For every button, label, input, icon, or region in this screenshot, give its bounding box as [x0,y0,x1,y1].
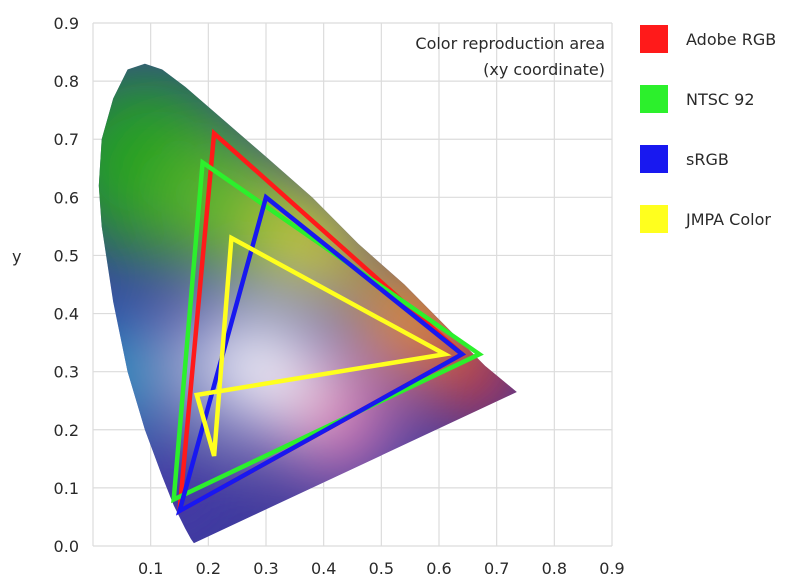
legend-swatch-adobe-rgb [640,25,668,53]
y-tick-label: 0.1 [54,479,79,498]
x-tick-label: 0.3 [253,559,278,578]
gamut-jmpa-color [193,234,452,457]
x-tick-label: 0.5 [369,559,394,578]
y-tick-label: 0.8 [54,72,79,91]
y-tick-label: 0.5 [54,246,79,265]
x-tick-label: 0.6 [426,559,451,578]
legend: Adobe RGB NTSC 92 sRGB JMPA Color [640,24,776,264]
legend-swatch-jmpa-color [640,205,668,233]
legend-label-ntsc-92: NTSC 92 [686,89,755,109]
legend-label-srgb: sRGB [686,149,729,169]
y-axis-label: y [12,247,21,266]
x-tick-label: 0.9 [599,559,624,578]
x-tick-label: 0.1 [138,559,163,578]
spectral-locus [98,63,517,544]
legend-item-ntsc-92: NTSC 92 [640,84,776,114]
y-tick-label: 0.2 [54,421,79,440]
tick-labels: 0.0 0.1 0.2 0.3 0.4 0.5 0.6 0.7 0.8 0.9 0.1 0.2 0.3 0… [54,14,625,578]
x-tick-label: 0.4 [311,559,336,578]
x-tick-label: 0.8 [542,559,567,578]
x-tick-label: 0.2 [196,559,221,578]
legend-item-adobe-rgb: Adobe RGB [640,24,776,54]
y-tick-label: 0.0 [54,537,79,556]
legend-item-jmpa-color: JMPA Color [640,204,776,234]
y-tick-label: 0.4 [54,305,79,324]
legend-swatch-ntsc-92 [640,85,668,113]
legend-label-adobe-rgb: Adobe RGB [686,29,777,49]
y-tick-label: 0.9 [54,14,79,33]
y-tick-label: 0.6 [54,188,79,207]
x-tick-label: 0.7 [484,559,509,578]
legend-label-jmpa-color: JMPA Color [686,209,771,229]
y-tick-label: 0.7 [54,130,79,149]
annotation-line-1: Color reproduction area [415,34,605,53]
legend-item-srgb: sRGB [640,144,776,174]
gamut-triangles [171,128,484,516]
legend-swatch-srgb [640,145,668,173]
annotation-line-2: (xy coordinate) [483,60,605,79]
y-tick-label: 0.3 [54,363,79,382]
